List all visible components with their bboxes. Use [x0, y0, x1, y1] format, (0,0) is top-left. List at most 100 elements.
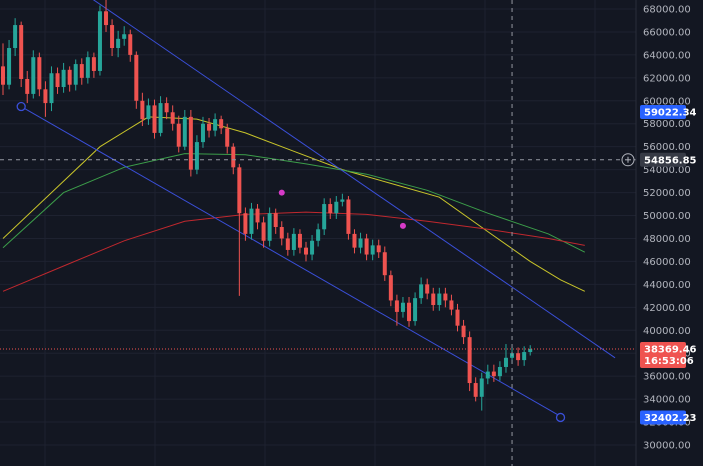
bottom-line-price-badge-bg [640, 410, 686, 425]
price-tick-label: 48000.00 [643, 234, 691, 245]
candle [146, 98, 151, 125]
candle [431, 287, 436, 311]
candle-body [413, 298, 418, 322]
candle-body [400, 302, 405, 312]
crosshair-price-badge-bg [640, 152, 686, 167]
candle-body [19, 25, 24, 79]
candle [297, 229, 302, 254]
candle [152, 99, 157, 139]
last-price-badge-bg [640, 341, 686, 368]
candle [449, 294, 454, 316]
candle-body [194, 142, 199, 170]
candle-body [237, 167, 242, 214]
candle [485, 364, 490, 385]
candle [376, 239, 381, 258]
candle [528, 345, 533, 356]
candle [140, 92, 145, 127]
candle [79, 58, 84, 85]
candle [400, 296, 405, 318]
price-tick-label: 30000.00 [643, 441, 691, 452]
candle [516, 347, 521, 366]
candle [13, 18, 18, 57]
candle-body [110, 25, 115, 49]
candle [122, 26, 127, 46]
candle [364, 233, 369, 261]
candle [455, 303, 460, 332]
moving-averages [2, 116, 586, 292]
candle-body [358, 238, 363, 248]
channel-anchor-handle[interactable] [16, 101, 26, 112]
candle [91, 52, 96, 78]
candle [170, 105, 175, 131]
candle [158, 96, 163, 137]
trend-markers [278, 189, 406, 229]
candle [340, 193, 345, 207]
price-axis-bg[interactable] [636, 0, 703, 466]
candle [437, 287, 442, 311]
last-price-text: 38369.46 [644, 344, 697, 355]
candle-body [61, 69, 66, 88]
candle-body [449, 300, 454, 310]
candle [346, 196, 351, 240]
channel-upper-line[interactable] [82, 0, 616, 359]
candle [49, 66, 54, 112]
price-tick-label: 40000.00 [643, 326, 691, 337]
candle-body [13, 25, 18, 49]
candle-body [176, 123, 181, 147]
candle-body [473, 383, 478, 397]
price-tick-label: 66000.00 [643, 27, 691, 38]
candle-body [491, 371, 496, 377]
candle [304, 241, 308, 262]
candle [479, 372, 484, 411]
candle-body [182, 116, 187, 147]
candle [279, 221, 284, 246]
candle [358, 232, 363, 254]
candle-body [122, 34, 127, 39]
candle [255, 204, 260, 230]
candle [225, 123, 230, 154]
candle [85, 51, 90, 84]
add-alert-icon[interactable] [621, 153, 635, 167]
candle-body [200, 123, 205, 143]
price-tick-label: 60000.00 [643, 96, 691, 107]
candle-body [273, 213, 278, 227]
candle-body [249, 208, 254, 234]
candle [164, 97, 169, 120]
candle-body [49, 73, 54, 104]
candle [213, 113, 218, 137]
candle-body [243, 213, 248, 234]
candle-body [461, 325, 466, 338]
candle-body [170, 112, 175, 124]
price-tick-label: 46000.00 [643, 257, 691, 268]
candle-body [425, 284, 430, 294]
candle [328, 198, 333, 219]
candle-body [128, 34, 133, 55]
candle [425, 278, 430, 300]
candle-body [516, 353, 521, 361]
crosshair [0, 0, 636, 466]
channel-anchor-handle[interactable] [555, 412, 566, 423]
candle-body [310, 240, 315, 255]
crosshair-price-badge: 54856.85 [640, 152, 697, 167]
candle-body [352, 233, 357, 248]
candle-body [267, 213, 272, 241]
price-tick-label: 62000.00 [643, 73, 691, 84]
candle-body [291, 233, 296, 250]
candle-body [328, 204, 333, 214]
candle-body [104, 11, 109, 26]
candle-body [37, 57, 42, 90]
candle-body [340, 199, 345, 202]
candle [219, 115, 224, 135]
candle [370, 239, 375, 261]
candle [352, 229, 357, 254]
candle [104, 0, 109, 32]
price-axis[interactable]: 68000.00 66000.00 64000.00 62000.00 60000.00… [635, 0, 703, 466]
candle [273, 208, 278, 234]
candle [37, 52, 42, 97]
price-tick-label: 50000.00 [643, 211, 691, 222]
candle-body [285, 238, 290, 250]
candle-body [219, 119, 224, 129]
